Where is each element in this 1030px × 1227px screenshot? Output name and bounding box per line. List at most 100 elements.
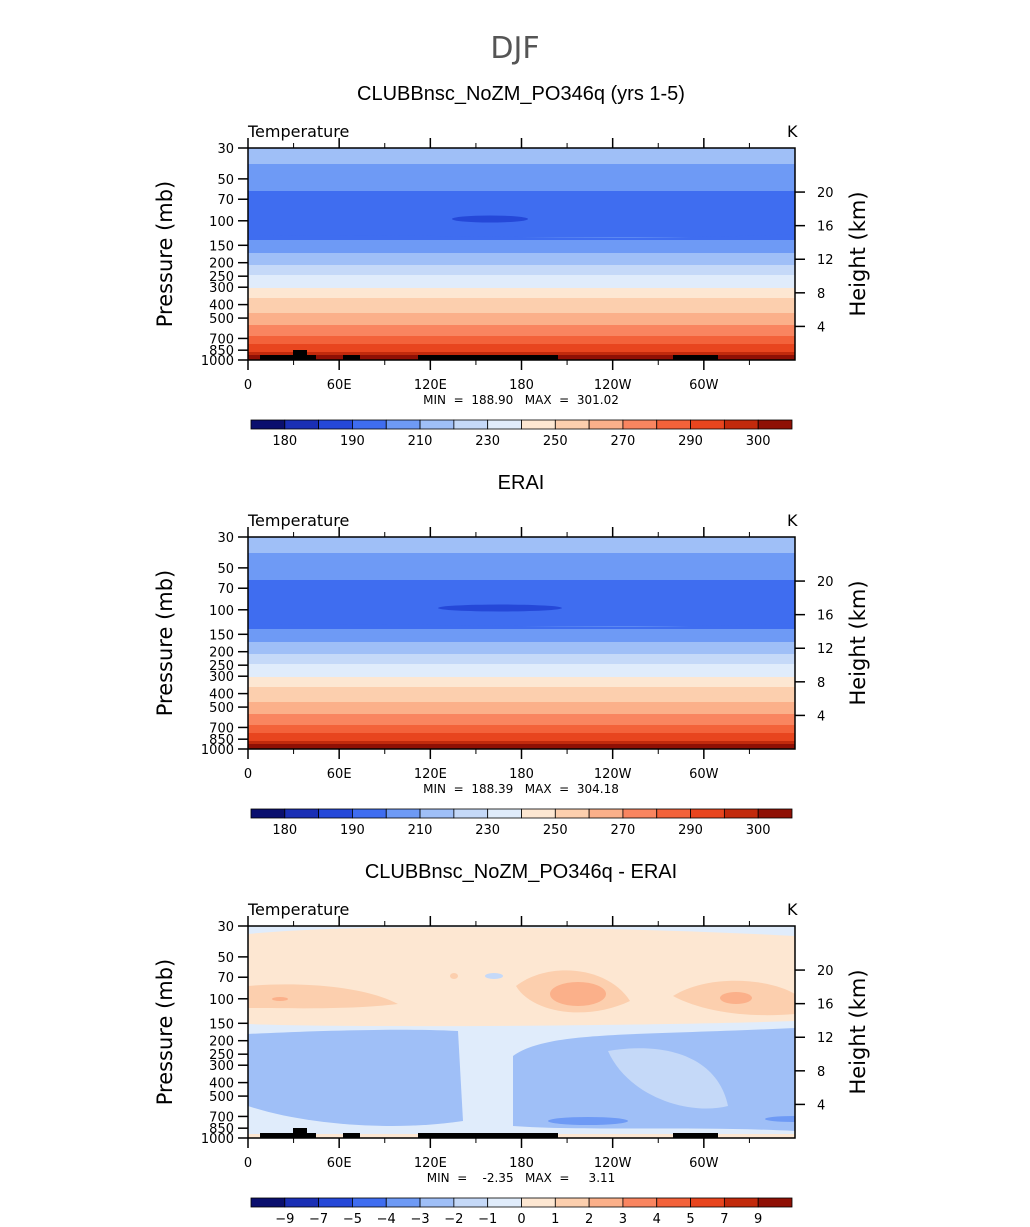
- y-axis-title-right: Height (km): [846, 580, 870, 705]
- y-axis-title-right: Height (km): [846, 191, 870, 316]
- units-label: K: [787, 122, 798, 141]
- warm-surface-band: [248, 744, 795, 749]
- pressure-tick-label: 70: [217, 193, 234, 208]
- colorbar-swatch: [385, 1197, 421, 1208]
- diff-cool-inner: [608, 1048, 728, 1109]
- colorbar-swatch: [487, 1197, 522, 1208]
- colorbar-swatch: [453, 1197, 489, 1208]
- cold-minimum-contour: [452, 215, 528, 223]
- y-axis-title-left: Pressure (mb): [153, 959, 177, 1106]
- contour-band: [248, 580, 795, 627]
- contour-band: [248, 164, 795, 192]
- colorbar-swatch: [385, 808, 421, 819]
- topography-mask: [343, 1133, 360, 1138]
- min-max-text: MIN = -2.35 MAX = 3.11: [427, 1171, 616, 1185]
- topography-mask: [260, 355, 316, 360]
- pressure-tick-label: 850: [209, 733, 234, 748]
- height-tick-label: 12: [817, 642, 834, 657]
- colorbar-label: −7: [309, 1212, 328, 1227]
- colorbar-label: 250: [543, 434, 568, 449]
- height-tick-label: 12: [817, 1031, 834, 1046]
- plot-area: [248, 926, 795, 1138]
- colorbar-label: 210: [408, 434, 433, 449]
- lon-tick-label: 120W: [594, 378, 632, 393]
- y-axis-title-left: Pressure (mb): [153, 181, 177, 328]
- pressure-tick-label: 1000: [201, 354, 234, 369]
- colorbar-label: 180: [272, 434, 297, 449]
- pressure-tick-label: 50: [217, 951, 234, 966]
- lon-tick-label: 60E: [327, 378, 352, 393]
- colorbar-label: 3: [619, 1212, 627, 1227]
- diff-cool-region: [248, 1029, 463, 1126]
- colorbar-label: 5: [686, 1212, 694, 1227]
- pressure-tick-label: 400: [209, 299, 234, 314]
- contour-band: [248, 148, 795, 165]
- contour-edge: [248, 692, 795, 702]
- colorbar-swatch: [250, 419, 286, 430]
- colorbar-label: 190: [340, 434, 365, 449]
- colorbar-swatch: [622, 419, 658, 430]
- pressure-tick-label: 300: [209, 281, 234, 296]
- pressure-tick-label: 1000: [201, 743, 234, 758]
- contour-band: [248, 253, 795, 266]
- colorbar-swatch: [352, 808, 387, 819]
- colorbar-swatch: [487, 808, 522, 819]
- colorbar-label: 0: [517, 1212, 525, 1227]
- pressure-tick-label: 30: [217, 531, 234, 546]
- colorbar-label: 190: [340, 823, 365, 838]
- contour-band: [248, 626, 795, 643]
- colorbar-swatch: [690, 1197, 725, 1208]
- pressure-tick-label: 500: [209, 312, 234, 327]
- colorbar-label: 270: [611, 434, 636, 449]
- colorbar-label: 230: [475, 823, 500, 838]
- lon-tick-label: 60W: [689, 378, 719, 393]
- topography-mask: [418, 1133, 558, 1138]
- pressure-tick-label: 300: [209, 670, 234, 685]
- diff-warm-band: [248, 927, 795, 1027]
- pressure-tick-label: 200: [209, 646, 234, 661]
- diff-cold-min: [548, 1117, 628, 1125]
- panel-2: ERAI305070100150200250300400500700850100…: [153, 472, 870, 838]
- colorbar-swatch: [723, 808, 759, 819]
- panel-title: CLUBBnsc_NoZM_PO346q (yrs 1-5): [357, 83, 685, 105]
- colorbar-swatch: [250, 808, 286, 819]
- pressure-tick-label: 200: [209, 1035, 234, 1050]
- colorbar-swatch: [419, 1197, 455, 1208]
- height-tick-label: 8: [817, 287, 825, 302]
- colorbar-swatch: [757, 808, 793, 819]
- colorbar-swatch: [487, 419, 522, 430]
- pressure-tick-label: 500: [209, 701, 234, 716]
- colorbar-swatch: [757, 419, 793, 430]
- variable-label: Temperature: [247, 511, 349, 530]
- pressure-tick-label: 50: [217, 173, 234, 188]
- height-tick-label: 4: [817, 709, 825, 724]
- colorbar-swatch: [588, 1197, 624, 1208]
- pressure-tick-label: 200: [209, 257, 234, 272]
- pressure-tick-label: 250: [209, 1048, 234, 1063]
- colorbar-swatch: [622, 808, 658, 819]
- diff-warm-max: [720, 992, 752, 1004]
- colorbar-swatch: [588, 808, 624, 819]
- variable-label: Temperature: [247, 900, 349, 919]
- colorbar-label: −5: [343, 1212, 362, 1227]
- pressure-tick-label: 100: [209, 604, 234, 619]
- panel-title: ERAI: [498, 472, 545, 494]
- topography-mask: [673, 1133, 718, 1138]
- colorbar-swatch: [453, 808, 489, 819]
- topography-mask: [260, 1133, 316, 1138]
- contour-band: [248, 699, 795, 715]
- height-tick-label: 16: [817, 609, 834, 624]
- height-tick-label: 20: [817, 964, 834, 979]
- pressure-tick-label: 100: [209, 993, 234, 1008]
- colorbar-swatch: [284, 808, 320, 819]
- contour-edge: [248, 234, 795, 240]
- contour-edge: [248, 623, 795, 629]
- lon-tick-label: 60W: [689, 767, 719, 782]
- pressure-tick-label: 30: [217, 142, 234, 157]
- contour-band: [248, 325, 795, 337]
- height-tick-label: 4: [817, 1098, 825, 1113]
- diff-cold-min: [765, 1116, 795, 1122]
- units-label: K: [787, 900, 798, 919]
- height-tick-label: 16: [817, 220, 834, 235]
- pressure-tick-label: 30: [217, 920, 234, 935]
